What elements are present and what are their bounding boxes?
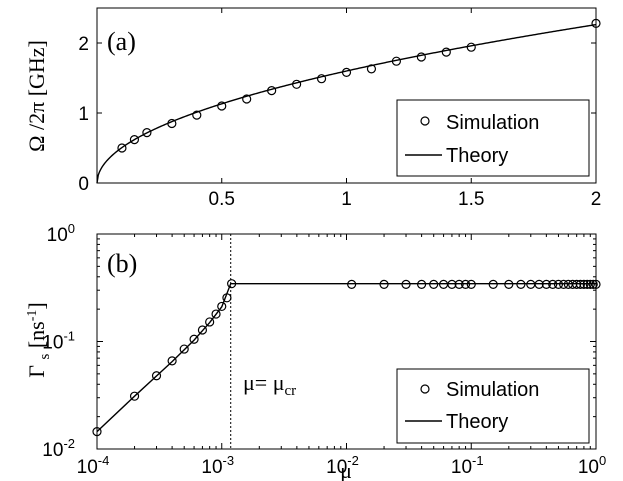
b-ytick-label: 10-2 — [42, 436, 75, 461]
legend-marker-simulation — [420, 384, 430, 394]
panel-b-series — [92, 279, 601, 437]
panel-b-legend: Simulation Theory — [396, 368, 590, 444]
b-simulation-point — [227, 279, 237, 289]
a-theory-line — [96, 23, 597, 184]
b-simulation-point — [217, 301, 227, 312]
a-xtick-label: 1.5 — [458, 189, 484, 210]
a-xtick-label: 0.5 — [209, 189, 235, 210]
panel-a-series — [96, 18, 601, 184]
b-simulation-point — [429, 279, 439, 289]
a-simulation-point — [316, 74, 327, 84]
b-xtick-label: 10-3 — [201, 453, 234, 478]
a-simulation-point — [267, 85, 277, 96]
b-simulation-point — [588, 279, 598, 289]
a-xtick-label: 2 — [591, 189, 602, 210]
a-simulation-point — [341, 67, 352, 78]
b-simulation-point — [466, 279, 476, 289]
b-simulation-point — [92, 427, 102, 437]
legend-label-simulation: Simulation — [446, 379, 539, 401]
panel-b-xlabel: μ — [340, 458, 352, 481]
a-simulation-point — [217, 101, 227, 111]
b-simulation-point — [553, 279, 564, 289]
a-simulation-point — [591, 18, 601, 28]
legend-marker-simulation — [420, 116, 430, 126]
a-simulation-point — [129, 135, 140, 145]
a-simulation-point — [242, 94, 252, 104]
panel-a: (a) 0.5 1 1.5 2 0 1 2 Ω /2π [GHz] Simulation T… — [24, 7, 601, 210]
a-simulation-point — [117, 143, 127, 153]
b-simulation-point — [541, 279, 551, 289]
b-simulation-point — [460, 279, 471, 289]
b-simulation-point — [379, 279, 389, 289]
b-simulation-point — [591, 279, 601, 289]
b-simulation-point — [151, 371, 162, 381]
b-simulation-point — [401, 279, 411, 289]
panel-a-legend-box — [396, 99, 590, 177]
b-simulation-point — [189, 334, 199, 344]
a-simulation-point — [391, 56, 401, 66]
b-simulation-point — [585, 279, 595, 289]
a-simulation-point — [167, 118, 177, 129]
a-ytick-label: 0 — [78, 174, 89, 195]
b-simulation-point — [197, 325, 208, 335]
mu-critical-annotation: μ= μcr — [243, 370, 296, 399]
b-xtick-label: 10-1 — [451, 453, 484, 478]
legend-label-theory: Theory — [446, 145, 508, 167]
b-simulation-point — [572, 279, 582, 289]
a-ytick-label: 1 — [78, 104, 89, 125]
b-simulation-point — [447, 279, 457, 289]
panel-b-label: (b) — [107, 249, 137, 278]
b-xtick-label: 10-4 — [77, 453, 110, 478]
b-simulation-point — [579, 279, 589, 289]
b-simulation-point — [167, 356, 177, 366]
a-simulation-point — [441, 47, 451, 57]
b-simulation-point — [347, 279, 357, 289]
b-simulation-point — [454, 279, 464, 289]
b-simulation-point — [211, 309, 221, 319]
a-xtick-label: 1 — [341, 189, 352, 210]
a-ytick-label: 2 — [78, 34, 89, 55]
b-xtick-label: 100 — [578, 453, 606, 478]
a-simulation-point — [366, 64, 377, 74]
panel-a-label: (a) — [107, 27, 136, 56]
legend-label-theory: Theory — [446, 411, 508, 433]
legend-label-simulation: Simulation — [446, 112, 539, 134]
a-simulation-point — [416, 52, 426, 62]
panel-b-legend-box — [396, 368, 590, 444]
panel-a-legend: Simulation Theory — [396, 99, 590, 177]
a-simulation-point — [142, 128, 152, 138]
panel-a-ylabel: Ω /2π [GHz] — [24, 40, 49, 152]
b-simulation-point — [504, 279, 514, 289]
b-simulation-point — [534, 279, 544, 289]
b-simulation-point — [417, 279, 427, 289]
b-ytick-label: 100 — [47, 221, 75, 246]
b-simulation-point — [222, 293, 232, 303]
b-simulation-point — [516, 279, 526, 289]
b-simulation-point — [559, 279, 569, 289]
b-simulation-point — [129, 391, 140, 401]
panel-b-ylabel: Γ s [ns-1] — [24, 302, 53, 377]
b-simulation-point — [179, 344, 189, 354]
panel-a-ticks: 0.5 1 1.5 2 0 1 2 — [78, 8, 601, 210]
b-simulation-point — [575, 279, 586, 289]
a-simulation-point — [192, 110, 202, 120]
b-simulation-point — [205, 317, 215, 327]
b-simulation-point — [582, 279, 592, 289]
b-simulation-point — [488, 279, 498, 289]
a-simulation-point — [292, 79, 302, 89]
a-simulation-point — [466, 42, 476, 52]
b-simulation-point — [548, 279, 558, 289]
